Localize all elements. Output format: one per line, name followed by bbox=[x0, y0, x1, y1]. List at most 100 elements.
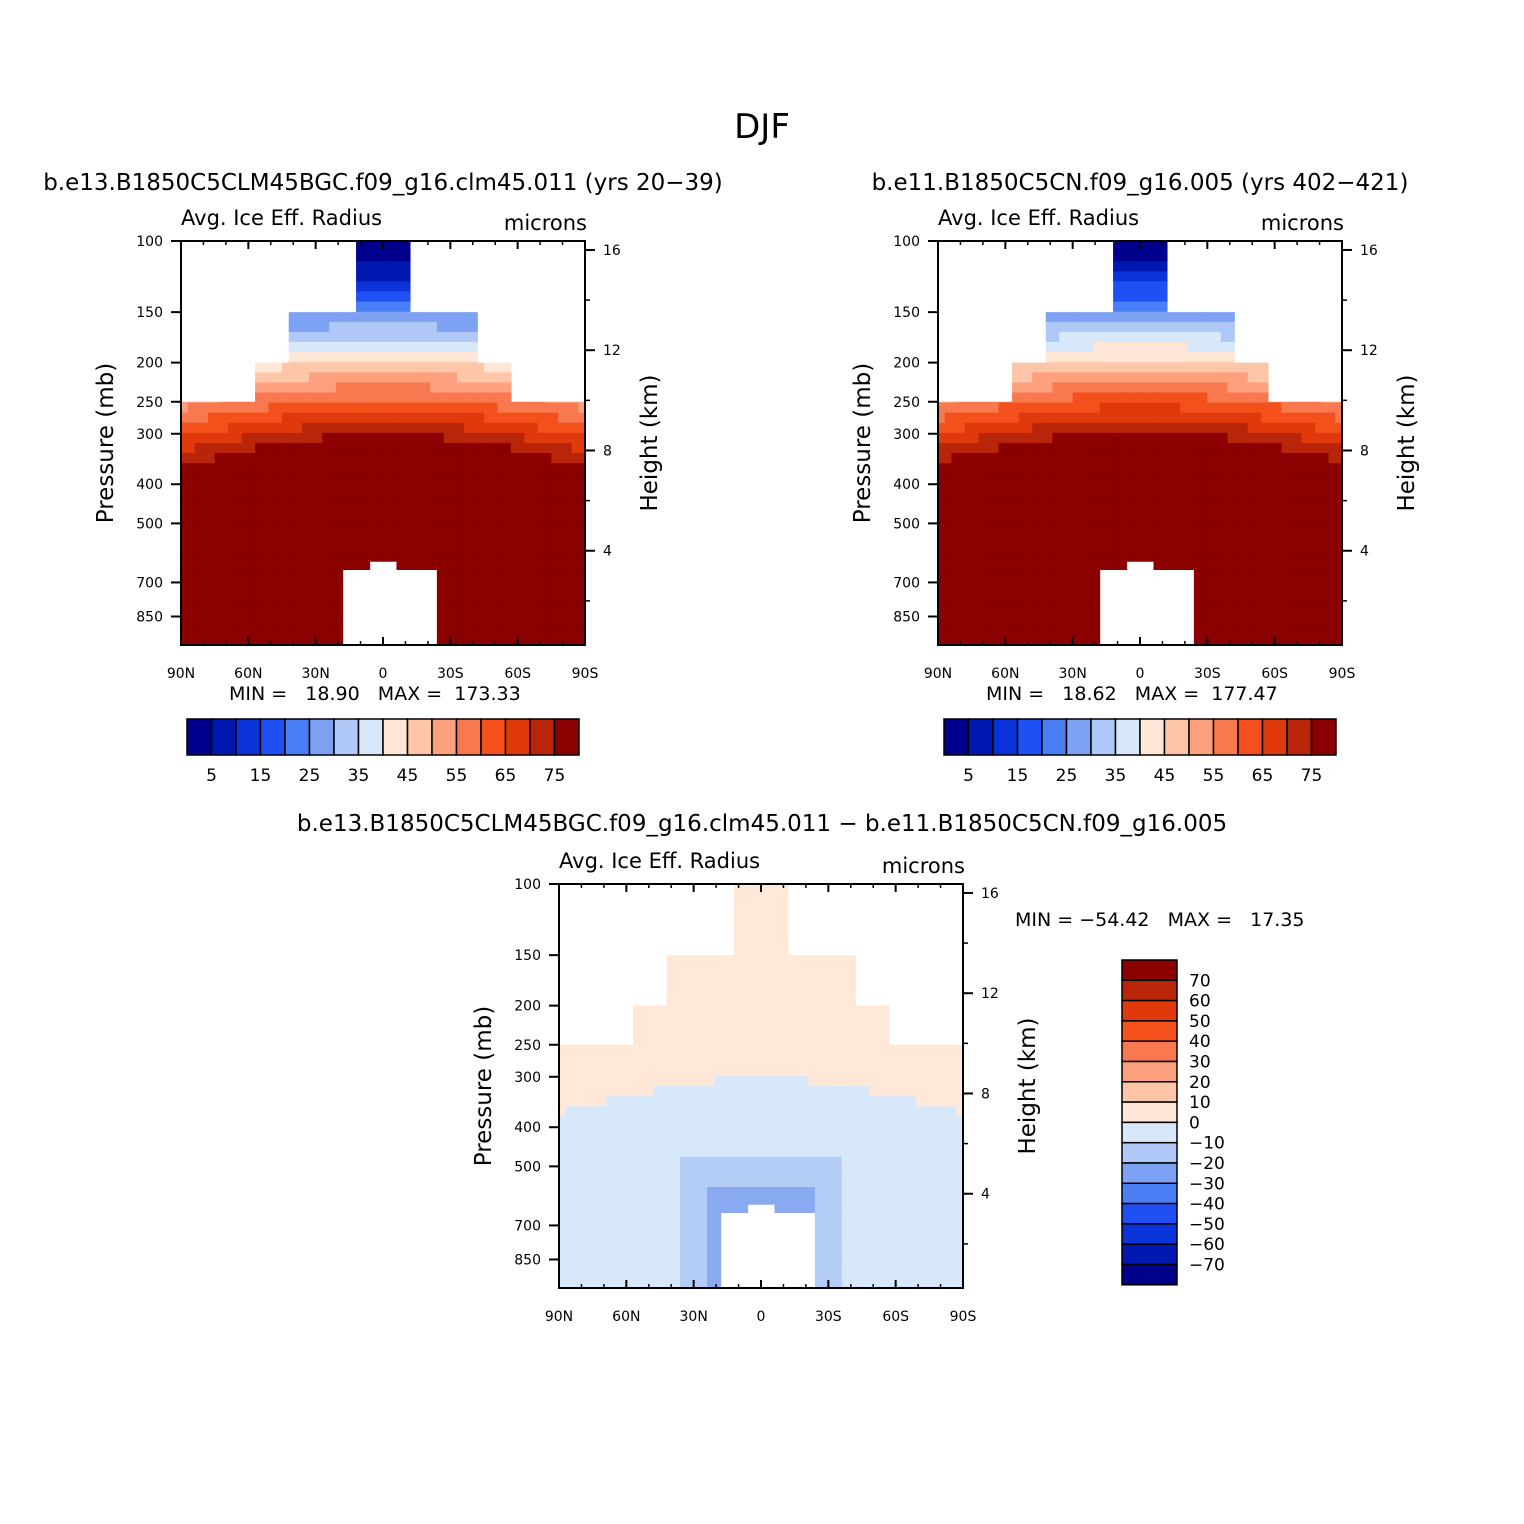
contour-cell bbox=[335, 634, 344, 646]
contour-cell bbox=[1039, 483, 1047, 495]
contour-cell bbox=[342, 352, 350, 363]
contour-cell bbox=[559, 1086, 567, 1097]
contour-cell bbox=[680, 1096, 688, 1107]
contour-cell bbox=[470, 312, 478, 323]
contour-cell bbox=[1173, 564, 1181, 571]
contour-cell bbox=[315, 614, 323, 626]
contour-cell bbox=[497, 483, 505, 495]
contour-cell bbox=[666, 1267, 675, 1279]
contour-cell bbox=[767, 904, 776, 915]
contour-cell bbox=[349, 392, 357, 404]
contour-cell bbox=[565, 1044, 574, 1047]
contour-cell bbox=[228, 544, 236, 555]
contour-cell bbox=[1267, 422, 1276, 434]
contour-cell bbox=[841, 1116, 850, 1127]
contour-cell bbox=[998, 564, 1006, 575]
contour-cell bbox=[288, 564, 297, 575]
contour-cell bbox=[579, 1217, 587, 1228]
contour-cell bbox=[430, 473, 438, 484]
contour-cell bbox=[938, 574, 946, 585]
contour-cell bbox=[1328, 401, 1336, 404]
contour-cell bbox=[551, 634, 559, 646]
y-tick-label: 400 bbox=[893, 477, 920, 493]
contour-cell bbox=[754, 934, 762, 946]
contour-cell bbox=[295, 382, 303, 394]
contour-cell bbox=[1301, 513, 1309, 525]
contour-cell bbox=[187, 422, 196, 434]
contour-cell bbox=[1234, 523, 1242, 535]
x-tick-label: 0 bbox=[1136, 666, 1145, 682]
contour-cell bbox=[848, 1075, 856, 1087]
contour-cell bbox=[841, 1005, 850, 1016]
contour-cell bbox=[1126, 432, 1134, 444]
contour-cell bbox=[490, 473, 499, 484]
contour-cell bbox=[537, 493, 546, 505]
contour-cell bbox=[1328, 513, 1336, 525]
contour-cell bbox=[1193, 463, 1202, 474]
contour-cell bbox=[308, 614, 317, 626]
contour-cell bbox=[443, 402, 451, 414]
contour-cell bbox=[1018, 372, 1027, 383]
contour-cell bbox=[1200, 321, 1208, 333]
contour-cell bbox=[436, 483, 445, 495]
contour-cell bbox=[794, 1035, 802, 1047]
contour-cell bbox=[450, 372, 458, 383]
contour-cell bbox=[450, 614, 458, 626]
contour-cell bbox=[828, 1217, 836, 1228]
contour-cell bbox=[565, 1065, 574, 1077]
contour-cell bbox=[490, 443, 499, 454]
contour-cell bbox=[761, 914, 769, 925]
contour-cell bbox=[848, 1126, 856, 1138]
contour-cell bbox=[423, 352, 431, 363]
contour-cell bbox=[1335, 523, 1343, 535]
contour-cell bbox=[194, 634, 202, 646]
contour-cell bbox=[275, 392, 283, 404]
contour-cell bbox=[639, 1045, 648, 1057]
contour-cell bbox=[1126, 382, 1134, 394]
contour-cell bbox=[389, 432, 398, 444]
contour-cell bbox=[329, 554, 337, 565]
contour-cell bbox=[747, 894, 755, 905]
contour-cell bbox=[713, 1035, 722, 1047]
contour-cell bbox=[835, 1096, 843, 1107]
contour-cell bbox=[430, 382, 438, 394]
contour-cell bbox=[1180, 544, 1188, 555]
contour-cell bbox=[1335, 483, 1343, 495]
contour-cell bbox=[477, 493, 485, 505]
contour-cell bbox=[707, 1035, 715, 1047]
contour-cell bbox=[599, 1217, 607, 1228]
contour-cell bbox=[1328, 523, 1336, 535]
contour-cell bbox=[862, 1005, 870, 1016]
contour-cell bbox=[619, 1237, 627, 1249]
contour-cell bbox=[430, 533, 438, 545]
contour-cell bbox=[720, 1136, 728, 1148]
contour-cell bbox=[606, 1055, 614, 1067]
contour-cell bbox=[727, 1166, 735, 1178]
contour-cell bbox=[1214, 382, 1222, 394]
contour-cell bbox=[1099, 331, 1107, 343]
contour-cell bbox=[490, 513, 499, 525]
contour-cell bbox=[1119, 372, 1128, 383]
contour-cell bbox=[221, 513, 229, 525]
contour-cell bbox=[228, 624, 236, 636]
contour-cell bbox=[1039, 574, 1047, 585]
contour-cell bbox=[1065, 463, 1074, 474]
contour-cell bbox=[801, 1045, 809, 1057]
contour-cell bbox=[1207, 604, 1215, 616]
contour-cell bbox=[1308, 412, 1316, 424]
contour-cell bbox=[497, 402, 505, 414]
contour-cell bbox=[1288, 432, 1296, 444]
contour-cell bbox=[383, 281, 391, 293]
contour-cell bbox=[1173, 432, 1181, 444]
contour-cell bbox=[194, 584, 202, 596]
contour-cell bbox=[187, 513, 196, 525]
contour-cell bbox=[761, 1015, 769, 1026]
contour-cell bbox=[1241, 372, 1249, 383]
contour-cell bbox=[1335, 401, 1343, 404]
contour-cell bbox=[841, 1207, 850, 1218]
contour-cell bbox=[1099, 483, 1107, 495]
contour-cell bbox=[991, 614, 1000, 626]
contour-cell bbox=[998, 584, 1006, 596]
contour-cell bbox=[308, 624, 317, 636]
contour-cell bbox=[1052, 473, 1060, 484]
